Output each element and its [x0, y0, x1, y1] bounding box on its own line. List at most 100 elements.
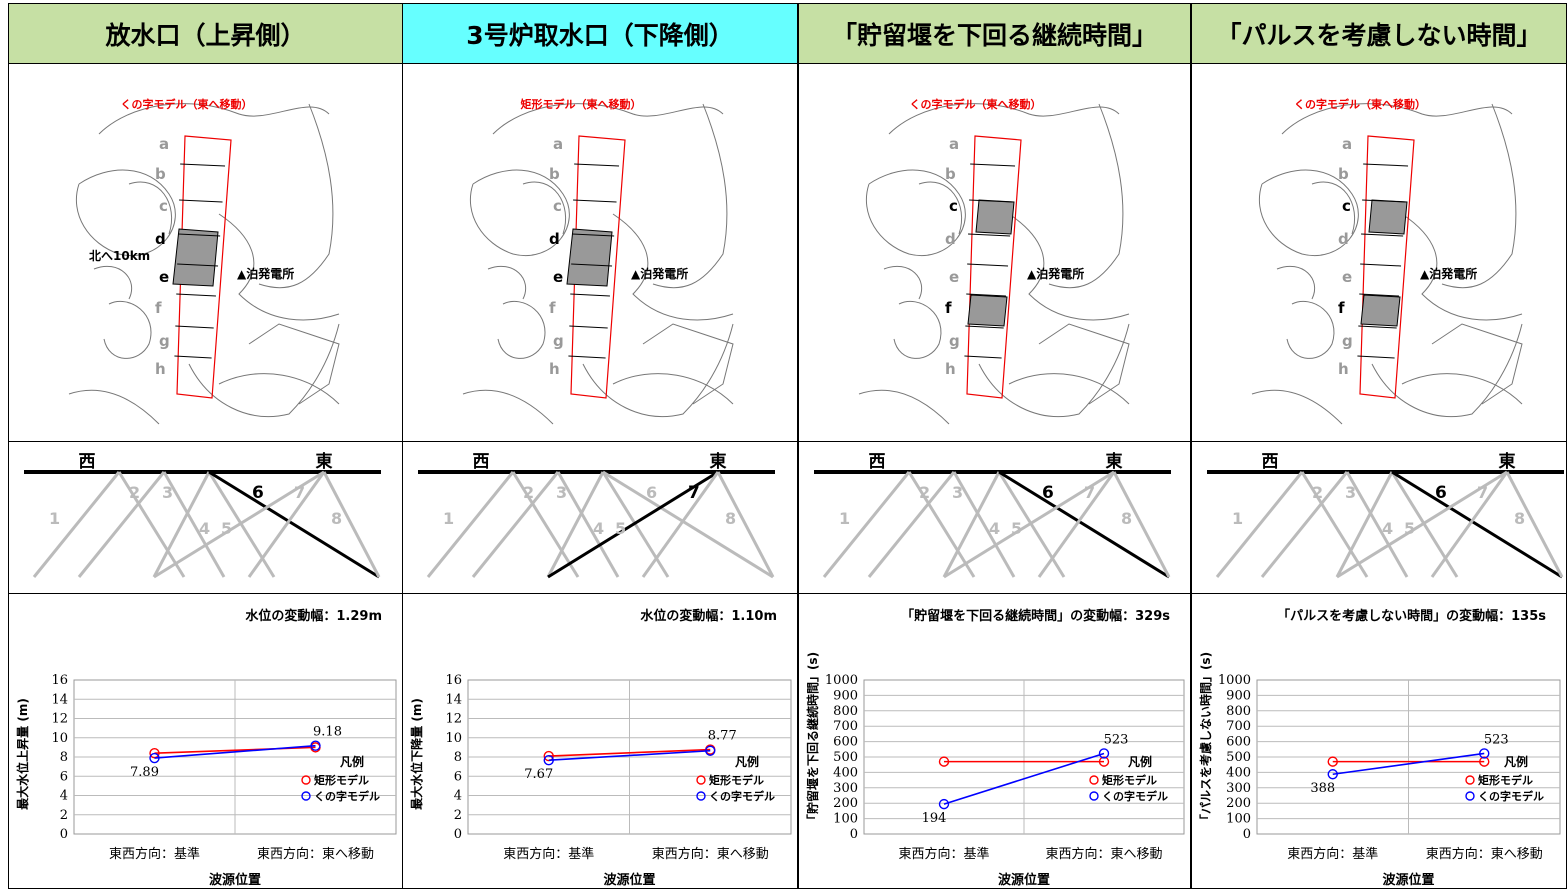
- y-tick-label: 800: [1226, 704, 1251, 719]
- segment-label-e: e: [159, 268, 169, 286]
- data-point: [1327, 769, 1338, 780]
- column-header: 「パルスを考慮しない時間」: [1192, 4, 1566, 64]
- y-tick-label: 1000: [825, 673, 858, 688]
- column-2: 3号炉取水口（下降側） a b c d e f g h 矩形モデル（東へ移動） ▲泊発電所西東 1 2 3…: [402, 3, 798, 889]
- segment-label-c: c: [949, 197, 958, 215]
- source-line-2: [907, 471, 976, 578]
- segment-label-c: c: [1342, 197, 1351, 215]
- x-tick-label: 東西方向：基準: [503, 846, 594, 862]
- x-tick-label: 東西方向：基準: [109, 846, 200, 862]
- column-header: 3号炉取水口（下降側）: [403, 4, 797, 64]
- y-axis-label: 「パルスを考慮しない時間」(s): [1198, 652, 1213, 826]
- source-number-5: 5: [1404, 519, 1415, 538]
- source-number-2: 2: [523, 483, 534, 502]
- series-line-2: [943, 752, 1105, 805]
- data-point: [543, 754, 554, 766]
- west-label: 西: [473, 452, 490, 472]
- legend-label: くの字モデル: [1478, 789, 1544, 803]
- source-line-1: [1215, 471, 1304, 578]
- y-tick-label: 200: [1226, 796, 1251, 811]
- column-header: 放水口（上昇側）: [9, 4, 402, 64]
- segment-label-e: e: [949, 268, 959, 286]
- legend-marker: [696, 775, 706, 785]
- source-number-6: 6: [1042, 483, 1054, 503]
- column-1: 放水口（上昇側） a b c d e f g h くの字モデル（東へ移動） ▲泊発電所 北へ10km 西…: [8, 3, 403, 889]
- source-number-6: 6: [1435, 483, 1447, 503]
- y-tick-label: 12: [445, 712, 462, 727]
- source-line-1: [32, 471, 121, 578]
- data-point: [1327, 756, 1338, 767]
- y-tick-label: 8: [454, 750, 462, 765]
- source-line-4: [152, 471, 211, 578]
- segment-label-b: b: [945, 165, 956, 183]
- x-tick-label: 東西方向：基準: [1287, 846, 1378, 862]
- legend-marker: [301, 791, 311, 801]
- x-axis-label: 波源位置: [1382, 872, 1434, 888]
- plant-label: ▲泊発電所: [1420, 266, 1477, 281]
- contour-lines: [1251, 103, 1523, 425]
- y-tick-label: 700: [1226, 719, 1251, 734]
- x-tick-label: 東西方向：東へ移動: [652, 846, 769, 862]
- data-label: 9.18: [313, 725, 342, 740]
- source-line-6: [602, 470, 774, 579]
- source-line-3b: [556, 471, 620, 578]
- y-tick-label: 200: [833, 796, 858, 811]
- y-tick-label: 2: [454, 808, 462, 823]
- segment-label-e: e: [553, 268, 563, 286]
- legend-label: 矩形モデル: [1478, 773, 1533, 787]
- y-tick-label: 4: [60, 789, 68, 804]
- x-axis-label: 波源位置: [998, 872, 1050, 888]
- source-number-8: 8: [1514, 509, 1525, 528]
- legend-label: 矩形モデル: [709, 773, 764, 787]
- east-label: 東: [1106, 451, 1123, 472]
- data-point: [1479, 756, 1490, 767]
- x-tick-label: 東西方向：基準: [898, 846, 989, 862]
- segment-label-c: c: [159, 197, 168, 215]
- source-line-1: [822, 471, 911, 578]
- comparison-grid: 放水口（上昇側） a b c d e f g h くの字モデル（東へ移動） ▲泊発電所 北へ10km 西…: [8, 3, 1567, 889]
- source-number-3: 3: [952, 483, 963, 502]
- model-label: 矩形モデル（東へ移動）: [521, 97, 642, 111]
- segment-label-g: g: [949, 332, 960, 350]
- fault-model-map: a b c d e f g h 矩形モデル（東へ移動） ▲泊発電所: [403, 64, 797, 442]
- data-label: 8.77: [708, 729, 737, 744]
- source-line-6: [208, 470, 380, 579]
- west-label: 西: [79, 452, 96, 472]
- column-3: 「貯留堰を下回る継続時間」 a b c d e f g h くの字モデル（東へ移動） ▲泊発電所西東…: [798, 3, 1191, 889]
- data-label: 7.67: [524, 767, 553, 782]
- source-line-2: [117, 471, 186, 578]
- y-tick-label: 14: [51, 692, 68, 707]
- source-line-8b: [1430, 471, 1509, 578]
- plant-label: ▲泊発電所: [631, 266, 688, 281]
- data-label: 388: [1310, 781, 1335, 796]
- data-point: [1479, 748, 1490, 759]
- legend-title: 凡例: [340, 754, 364, 769]
- y-tick-label: 900: [833, 688, 858, 703]
- legend-label: くの字モデル: [314, 789, 380, 803]
- source-number-3: 3: [162, 483, 173, 502]
- chart-title: 「貯留堰を下回る継続時間」の変動幅：329s: [901, 608, 1170, 624]
- y-tick-label: 500: [1226, 750, 1251, 765]
- contour-lines: [68, 103, 340, 425]
- comparison-chart: 水位の変動幅：1.29m 0 2 4 6 8 10 12 14 16 東西方向：基準 東西方向：東へ移…: [9, 594, 402, 888]
- y-axis-label: 最大水位上昇量 (m): [15, 698, 30, 810]
- data-point: [938, 756, 950, 767]
- data-point: [543, 750, 554, 762]
- segment-label-b: b: [549, 165, 560, 183]
- comparison-chart: 水位の変動幅：1.10m 0 2 4 6 8 10 12 14 16 東西方向：基準 東西方向：東へ移…: [403, 594, 797, 888]
- source-number-3: 3: [556, 483, 567, 502]
- chart-title: 水位の変動幅：1.29m: [245, 608, 382, 624]
- source-line-3: [77, 471, 166, 578]
- legend-title: 凡例: [1504, 754, 1528, 769]
- west-label: 西: [869, 452, 886, 472]
- fault-outline: [570, 135, 626, 399]
- source-number-4: 4: [199, 519, 210, 538]
- segment-label-g: g: [553, 332, 564, 350]
- x-axis-label: 波源位置: [603, 872, 655, 888]
- east-label: 東: [316, 451, 333, 472]
- column-header: 「貯留堰を下回る継続時間」: [799, 4, 1190, 64]
- segment-label-d: d: [155, 230, 166, 248]
